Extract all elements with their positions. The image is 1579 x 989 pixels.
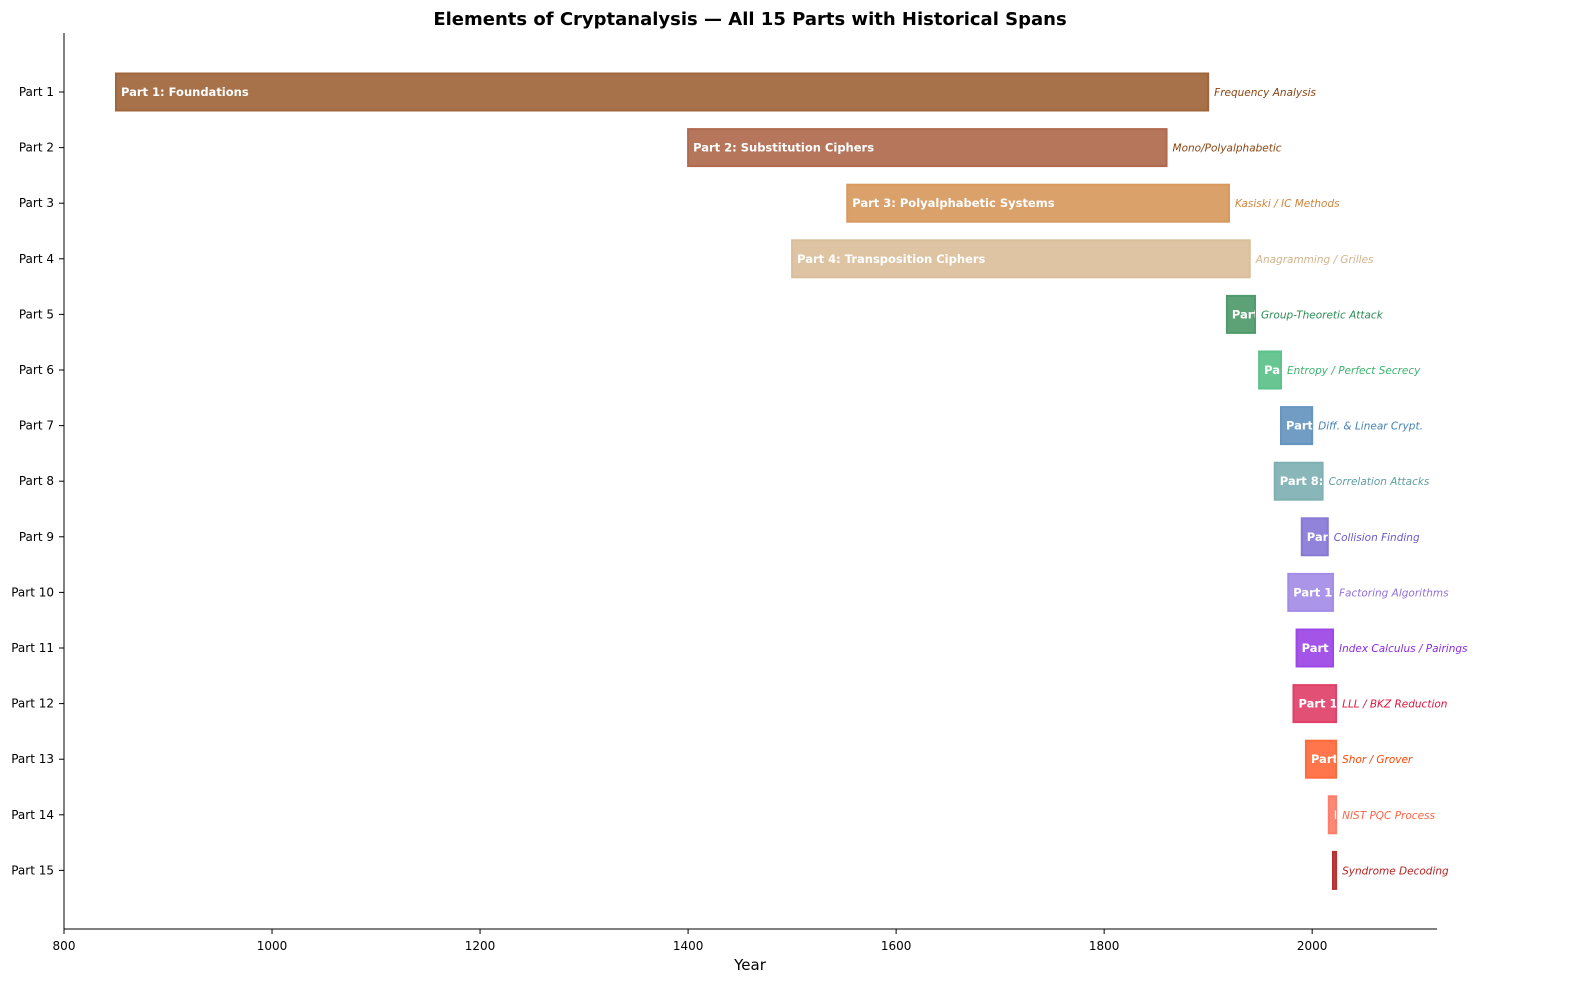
bar-label: Part 5: Rotor Machines	[1232, 307, 1381, 321]
y-tick-label: Part 9	[19, 530, 54, 544]
bar-label: Part 14: Post-Quantum Crypto	[1334, 808, 1530, 822]
plot-area: Part 1: Foundations Frequency Analysis Par…	[115, 72, 1530, 890]
y-tick-label: Part 13	[11, 752, 54, 766]
y-tick-label: Part 2	[19, 141, 54, 155]
bar-annotation: Group-Theoretic Attack	[1261, 309, 1384, 321]
bar-label: Part 12: Lattice Methods	[1298, 697, 1458, 711]
x-tick-label: 1400	[673, 939, 704, 953]
y-tick-label: Part 1	[19, 85, 54, 99]
bar	[846, 183, 1230, 223]
bar	[791, 239, 1251, 279]
bar-annotation: Mono/Polyalphabetic	[1173, 143, 1282, 155]
bar-annotation: Syndrome Decoding	[1342, 865, 1449, 877]
bar	[1295, 628, 1334, 668]
bar-label: Part 9: Hash Functions	[1307, 530, 1454, 544]
bar-annotation: Correlation Attacks	[1329, 476, 1430, 488]
bar	[1279, 406, 1314, 446]
y-tick-label: Part 15	[11, 863, 54, 877]
bar-label: Part 11: Discrete Logarithms	[1302, 641, 1489, 655]
bar	[1225, 294, 1256, 334]
y-tick-label: Part 3	[19, 196, 54, 210]
bar-annotation: Collision Finding	[1334, 532, 1420, 544]
bar	[1331, 850, 1338, 890]
bar-label: Part 2: Substitution Ciphers	[693, 141, 874, 155]
y-tick-label: Part 12	[11, 697, 54, 711]
y-tick-label: Part 4	[19, 252, 54, 266]
y-tick-label: Part 14	[11, 808, 54, 822]
bar-label: Part 13: Quantum Algorithms	[1311, 752, 1501, 766]
bar	[1273, 461, 1324, 501]
bar	[1292, 684, 1338, 724]
x-axis-label: Year	[733, 956, 767, 974]
y-tick-label: Part 11	[11, 641, 54, 655]
x-tick-label: 1800	[1089, 939, 1120, 953]
bar	[1287, 572, 1334, 612]
bar	[115, 72, 1210, 112]
y-tick-label: Part 10	[11, 585, 54, 599]
bar	[687, 128, 1168, 168]
bar-label: Part 6: Information Theory	[1264, 363, 1437, 377]
bar-label: Part 10: Public-Key Systems	[1293, 585, 1476, 599]
bar	[1304, 739, 1338, 779]
bar-annotation: Factoring Algorithms	[1339, 587, 1449, 599]
x-tick-label: 2000	[1297, 939, 1328, 953]
bar-annotation: Anagramming / Grilles	[1255, 254, 1374, 266]
bar-label: Part 3: Polyalphabetic Systems	[852, 196, 1055, 210]
bar-annotation: Shor / Grover	[1342, 754, 1413, 766]
bar	[1327, 795, 1338, 835]
bar-annotation: Index Calculus / Pairings	[1339, 643, 1468, 655]
y-tick-label: Part 5	[19, 307, 54, 321]
bar	[1300, 517, 1329, 557]
x-tick-label: 1600	[881, 939, 912, 953]
bar	[1258, 350, 1282, 390]
bar-annotation: LLL / BKZ Reduction	[1342, 699, 1447, 711]
bar-annotation: Diff. & Linear Crypt.	[1318, 421, 1423, 433]
bar-annotation: NIST PQC Process	[1342, 810, 1435, 822]
y-tick-label: Part 6	[19, 363, 54, 377]
y-tick-label: Part 7	[19, 419, 54, 433]
bar-label: Part 7: Block Ciphers	[1286, 419, 1422, 433]
chart-title: Elements of Cryptanalysis — All 15 Parts…	[433, 9, 1066, 30]
x-tick-label: 800	[53, 939, 76, 953]
x-tick-label: 1200	[465, 939, 496, 953]
x-tick-label: 1000	[257, 939, 288, 953]
y-tick-label: Part 8	[19, 474, 54, 488]
bar-annotation: Frequency Analysis	[1214, 87, 1316, 99]
bar-label: Part 1: Foundations	[121, 85, 249, 99]
bar-label: Part 4: Transposition Ciphers	[797, 252, 985, 266]
bar-annotation: Entropy / Perfect Secrecy	[1287, 365, 1421, 377]
bar-annotation: Kasiski / IC Methods	[1235, 198, 1340, 210]
bar-label: Part 8: Stream Ciphers	[1280, 474, 1428, 488]
